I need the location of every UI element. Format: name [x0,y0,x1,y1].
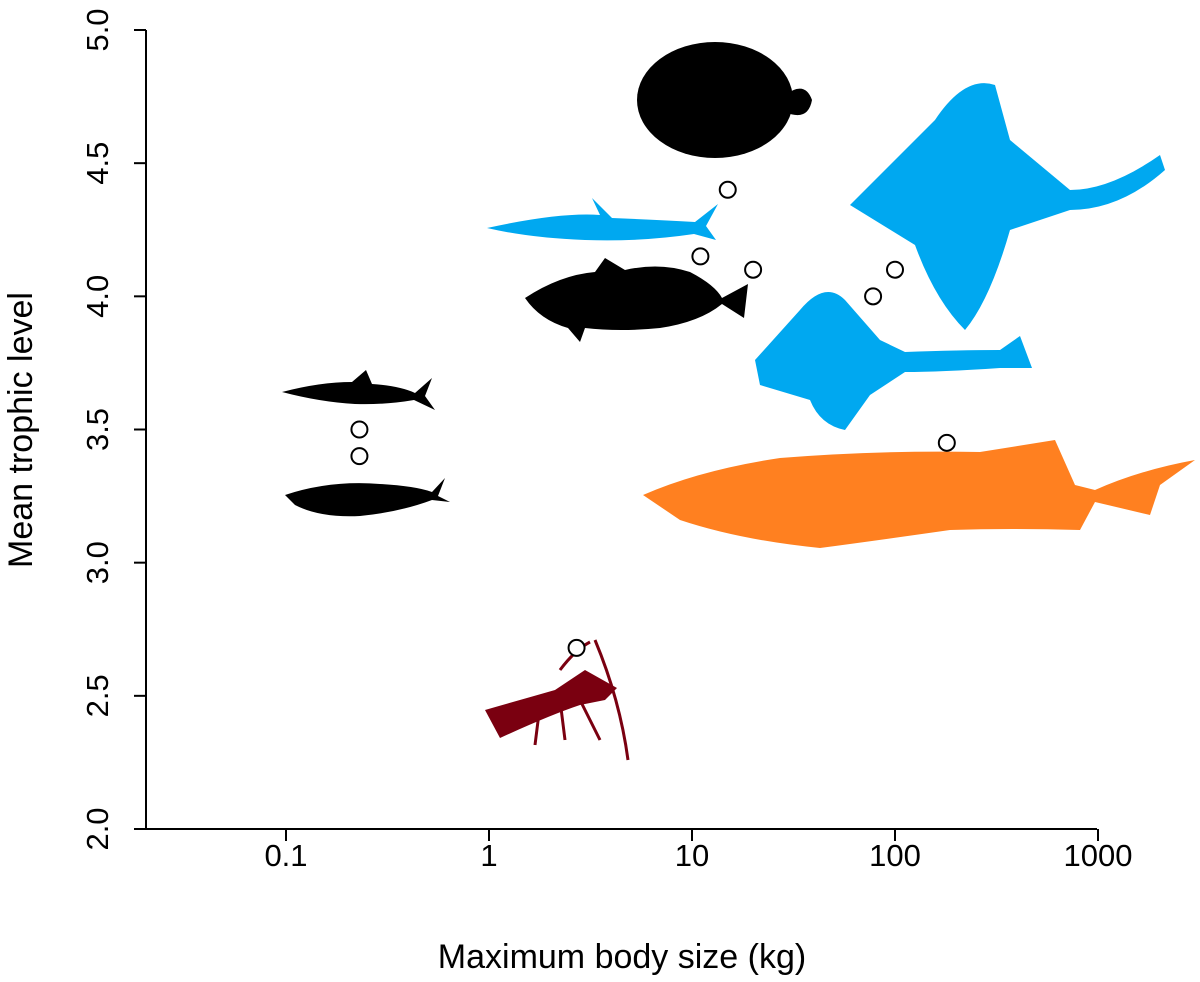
data-point [567,638,586,657]
axes: 2.0 2.5 3.0 3.5 4.0 4.5 5.0 0.1 1 10 100 1000 [80,8,1132,873]
dogfish-silhouette [487,198,718,241]
sprat-silhouette [282,370,435,410]
x-tick-label: 10 [675,838,709,873]
x-tick-label: 1 [480,838,497,873]
x-tick-label: 1000 [1064,838,1133,873]
y-tick-label: 4.0 [80,275,115,318]
y-tick-label: 5.0 [80,8,115,51]
data-point [937,433,956,452]
ray-silhouette [755,292,1032,430]
cod-silhouette [525,258,748,342]
flatfish-silhouette [637,42,812,158]
data-point [886,260,904,279]
data-point [350,420,369,439]
x-tick-label: 0.1 [264,838,307,873]
skate-silhouette [850,83,1165,330]
data-point [350,447,369,466]
x-ticks: 0.1 1 10 100 1000 [264,829,1132,873]
data-points [350,180,956,657]
y-tick-label: 2.0 [80,807,115,850]
y-tick-label: 4.5 [80,142,115,185]
x-axis-title: Maximum body size (kg) [438,938,806,976]
y-tick-label: 3.5 [80,408,115,451]
silhouette-layer [282,42,1195,761]
x-tick-label: 100 [869,838,921,873]
y-axis-title: Mean trophic level [2,292,40,568]
data-point [864,287,883,306]
herring-silhouette [285,478,450,517]
data-point [744,260,763,279]
y-tick-label: 2.5 [80,674,115,717]
data-point [691,247,710,266]
y-ticks: 2.0 2.5 3.0 3.5 4.0 4.5 5.0 [80,8,146,851]
sturgeon-silhouette [643,440,1195,548]
y-tick-label: 3.0 [80,541,115,584]
data-point [718,180,737,199]
crayfish-silhouette [485,639,630,761]
